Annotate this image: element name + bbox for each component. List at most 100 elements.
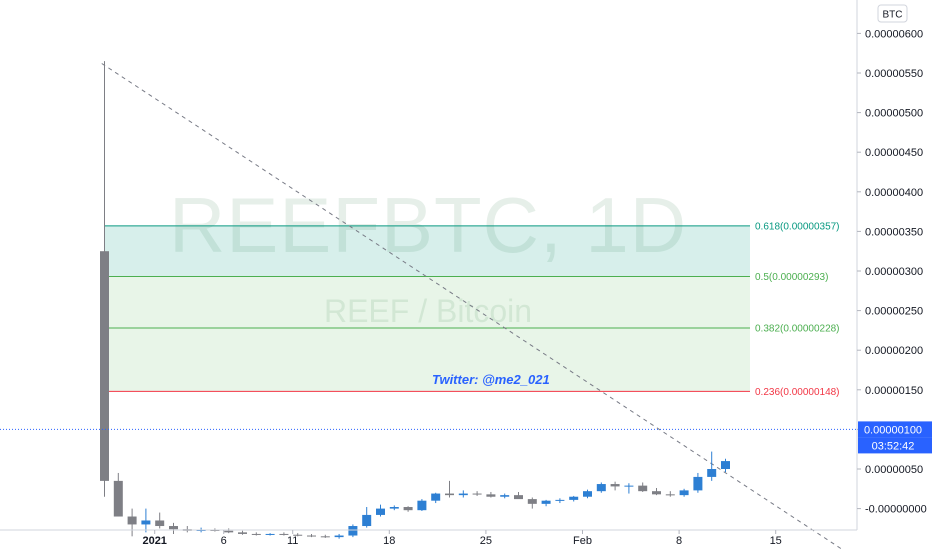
fib-zone-upper [104,225,750,277]
candle [265,533,275,536]
time-axis[interactable]: 2021 6 11 18 25 Feb 8 15 [142,530,782,547]
bar-countdown: 03:52:42 [872,440,915,452]
candle-body [472,493,482,495]
candle [100,61,109,497]
time-tick-label: 6 [221,535,227,547]
price-tick-label: 0.00000500 [865,108,923,120]
candle-body [127,516,137,525]
candle-body [293,534,303,536]
candle-body [155,520,165,527]
candle-body [445,493,454,496]
candle [293,533,303,537]
candle [472,491,482,496]
candle-body [362,514,372,527]
candle-body [707,469,717,477]
candle [541,499,551,507]
candle [403,506,413,512]
candle [348,524,358,538]
currency-unit-button[interactable]: BTC [877,4,908,23]
candle [251,532,261,536]
last-price-badge: 0.00000100 03:52:42 [858,421,932,454]
candle [307,533,316,538]
twitter-annotation[interactable]: Twitter: @me2_021 [432,372,550,387]
candle-body [238,532,247,534]
price-tick-label: 0.00000550 [865,68,923,80]
price-tick-label: 0.00000350 [865,226,923,238]
candle [334,533,344,539]
candle [555,498,565,504]
price-tick-label: -0.00000000 [865,504,927,516]
candle [127,508,137,537]
last-price-value: 0.00000100 [864,424,922,436]
price-tick-label: 0.00000600 [865,28,923,40]
candle-body [224,530,234,533]
candle-body [251,533,261,535]
candle [458,490,468,498]
candle [693,472,703,493]
unit-label: BTC [883,10,903,21]
candle [514,491,523,500]
candle-body [334,535,344,538]
candle [569,495,579,502]
candle-body [583,491,592,497]
time-tick-label: 2021 [142,535,166,547]
candle-body [169,526,178,530]
candle [238,530,247,535]
price-tick-label: 0.00000200 [865,345,923,357]
price-tick-label: 0.00000300 [865,266,923,278]
candle-body [638,485,648,492]
candle-body [486,494,496,497]
candle-body [624,485,634,487]
candle-body [596,484,606,492]
time-tick-label: 25 [480,535,492,547]
candle-body [389,507,399,509]
candle [389,505,399,511]
candle [721,458,730,473]
candle [224,528,234,534]
candle-body [679,490,689,496]
candle [155,512,165,529]
candle [665,491,675,497]
candle [707,451,717,481]
candle-body [376,508,385,515]
time-tick-label: 8 [676,535,682,547]
candle [486,491,496,498]
candle-body [403,507,413,511]
candle-body [265,533,275,535]
fib-level-label: 0.618(0.00000357) [755,221,840,232]
candle-body [555,499,565,501]
candle-body [569,496,579,500]
price-tick-label: 0.00000150 [865,385,923,397]
candle-body [100,251,109,481]
candle-body [514,495,523,500]
unit-button-frame [877,4,908,23]
candle [638,482,648,492]
trend-line[interactable] [101,63,844,550]
candle [445,480,454,498]
candle-body [141,520,151,525]
time-tick-label: 15 [770,535,782,547]
candle [583,489,592,499]
candle [417,499,427,511]
candle-body [417,500,427,511]
dashed-trend-line[interactable] [101,63,844,550]
price-tick-label: 0.00000450 [865,147,923,159]
time-tick-label: 18 [383,535,395,547]
candle-body [458,493,468,496]
candle-body [113,480,123,517]
fib-zone-lower [104,276,750,392]
candle-body [431,493,441,501]
candle-body [320,536,330,538]
candle-body [307,535,316,537]
candle-body [500,495,510,497]
candle-body [541,500,551,504]
candle [679,488,689,497]
fib-level-label: 0.5(0.00000293) [755,272,828,283]
candle-body [610,484,620,487]
last-price-badge-bg [858,421,932,438]
candle-body [721,461,730,469]
fibonacci-retracement[interactable]: 0.236(0.00000148) 0.382(0.00000228) 0.5(0.… [104,221,840,398]
price-tick-label: 0.00000050 [865,464,923,476]
